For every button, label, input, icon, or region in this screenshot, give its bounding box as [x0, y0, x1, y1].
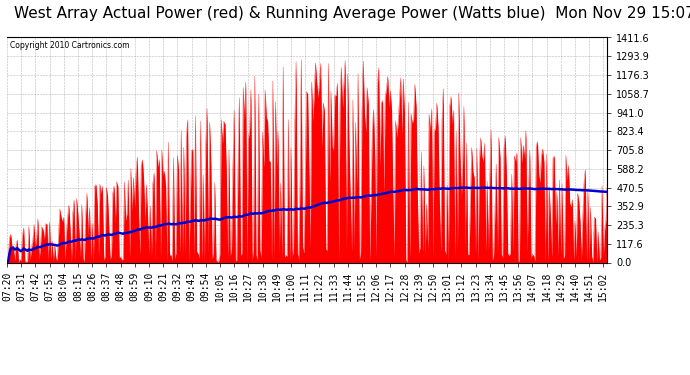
Text: Copyright 2010 Cartronics.com: Copyright 2010 Cartronics.com: [10, 41, 130, 50]
Text: West Array Actual Power (red) & Running Average Power (Watts blue)  Mon Nov 29 1: West Array Actual Power (red) & Running …: [14, 6, 690, 21]
